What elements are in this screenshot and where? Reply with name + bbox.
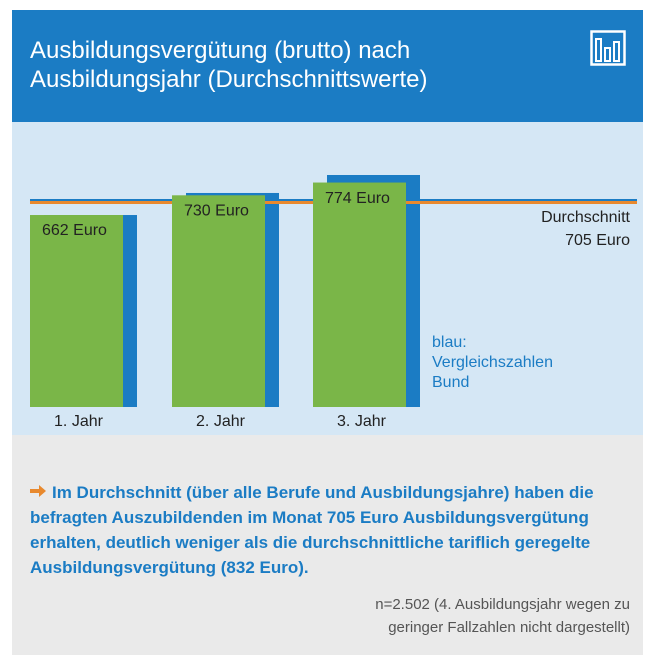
header <box>12 10 643 122</box>
value-label: 774 Euro <box>325 190 390 207</box>
average-label: Durchschnitt <box>541 209 630 226</box>
value-label: 730 Euro <box>184 203 249 220</box>
summary-box: Im Durchschnitt (über alle Berufe und Au… <box>30 480 630 580</box>
average-value-label: 705 Euro <box>565 232 630 249</box>
value-label: 662 Euro <box>42 222 107 239</box>
x-tick-label: 2. Jahr <box>196 413 246 430</box>
summary-text: Im Durchschnitt (über alle Berufe und Au… <box>30 483 594 577</box>
x-tick-label: 1. Jahr <box>54 413 104 430</box>
footnote: n=2.502 (4. Ausbildungsjahr wegen zu ger… <box>375 596 630 636</box>
chart-icon <box>590 30 626 66</box>
bar <box>313 182 406 407</box>
footer-panel <box>12 435 643 655</box>
chart-title: Ausbildungsvergütung (brutto) nach Ausbi… <box>30 37 428 93</box>
arrow-icon <box>30 485 46 497</box>
legend-text: blau: Vergleichszahlen Bund <box>432 334 553 391</box>
bar <box>172 195 265 407</box>
bar <box>30 215 123 407</box>
x-tick-label: 3. Jahr <box>337 413 387 430</box>
